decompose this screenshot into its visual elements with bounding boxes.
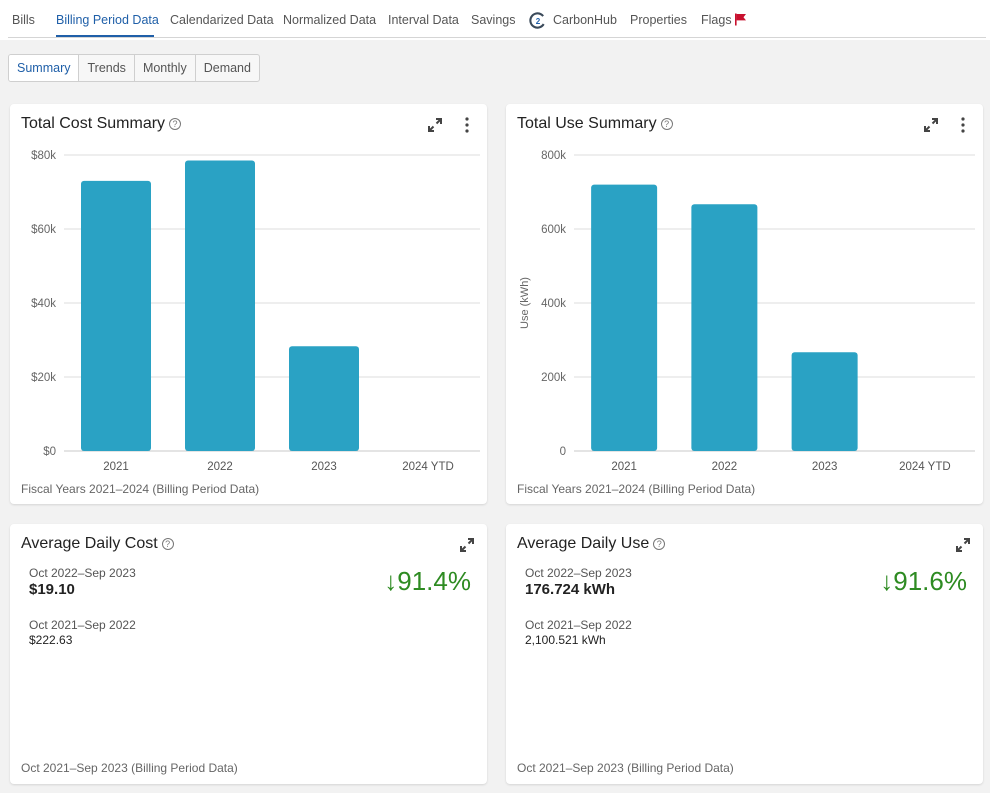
y-tick-label: $40k xyxy=(31,298,56,310)
bar-2022[interactable] xyxy=(691,204,758,451)
tab-normalized-data[interactable]: Normalized Data xyxy=(283,13,377,27)
tab-calendarized-data[interactable]: Calendarized Data xyxy=(170,13,274,27)
down-arrow-icon: ↓ xyxy=(880,566,894,596)
card-footer: Oct 2021–Sep 2023 (Billing Period Data) xyxy=(517,761,734,775)
help-circle-icon[interactable]: ? xyxy=(169,118,182,130)
current-period-stat: Oct 2022–Sep 2023 176.724 kWh xyxy=(525,566,632,598)
total-use-chart: 0 200k 400k 600k 800k 2021 2022 2023 2024 YTD Use… xyxy=(519,150,975,473)
flag-icon[interactable] xyxy=(734,13,747,26)
tab-carbonhub[interactable]: CarbonHub xyxy=(553,13,617,27)
tab-bills[interactable]: Bills xyxy=(12,13,35,27)
more-vertical-icon[interactable] xyxy=(464,117,470,133)
x-tick-label: 2024 YTD xyxy=(402,461,454,473)
bar-2021[interactable] xyxy=(81,180,151,451)
card-footer: Oct 2021–Sep 2023 (Billing Period Data) xyxy=(21,761,238,775)
carbonhub-logo-icon[interactable]: 2 xyxy=(528,11,547,30)
active-tab-indicator xyxy=(56,35,154,37)
x-tick-label: 2023 xyxy=(812,461,838,473)
x-tick-label: 2023 xyxy=(311,461,337,473)
y-tick-label: $80k xyxy=(31,150,56,162)
bar-2021[interactable] xyxy=(591,184,658,451)
change-indicator: ↓91.4% xyxy=(384,566,471,597)
topbar-divider xyxy=(8,37,986,38)
subtab-trends[interactable]: Trends xyxy=(79,55,135,81)
y-tick-label: $60k xyxy=(31,224,56,236)
change-percent: 91.4% xyxy=(397,566,471,596)
card-title: Total Use Summary? xyxy=(517,115,673,133)
bar-2022[interactable] xyxy=(185,160,255,452)
tab-savings[interactable]: Savings xyxy=(471,13,516,27)
svg-text:2: 2 xyxy=(536,17,541,26)
y-tick-label: 0 xyxy=(560,446,566,458)
expand-icon[interactable] xyxy=(922,116,940,134)
x-tick-label: 2022 xyxy=(712,461,738,473)
total-cost-chart: $0 $20k $40k $60k $80k 2021 2022 2023 2024 YTD xyxy=(31,150,480,473)
help-circle-icon[interactable]: ? xyxy=(660,118,673,130)
change-indicator: ↓91.6% xyxy=(880,566,967,597)
help-circle-icon[interactable]: ? xyxy=(161,538,174,550)
current-period-stat: Oct 2022–Sep 2023 $19.10 xyxy=(29,566,136,598)
tab-billing-period-data[interactable]: Billing Period Data xyxy=(56,13,159,27)
x-tick-label: 2024 YTD xyxy=(899,461,951,473)
subtab-summary[interactable]: Summary xyxy=(9,55,80,81)
current-period-value: 176.724 kWh xyxy=(525,581,616,598)
average-daily-cost-card: Average Daily Cost? Oct 2022–Sep 2023 $1… xyxy=(10,524,487,784)
y-tick-label: 400k xyxy=(541,298,566,310)
tab-flags[interactable]: Flags xyxy=(701,13,732,27)
expand-icon[interactable] xyxy=(458,536,476,554)
card-footer: Fiscal Years 2021–2024 (Billing Period D… xyxy=(517,482,756,496)
previous-period-range: Oct 2021–Sep 2022 xyxy=(525,618,632,632)
total-use-summary-card: Total Use Summary? 0 200k 400k 600k 800k 2021… xyxy=(506,104,983,504)
card-title: Average Daily Cost? xyxy=(21,535,174,553)
card-title-text: Total Use Summary xyxy=(517,115,657,132)
x-tick-label: 2021 xyxy=(103,461,129,473)
tab-interval-data[interactable]: Interval Data xyxy=(388,13,459,27)
previous-period-range: Oct 2021–Sep 2022 xyxy=(29,618,136,632)
previous-period-stat: Oct 2021–Sep 2022 2,100.521 kWh xyxy=(525,618,632,647)
y-tick-label: $20k xyxy=(31,372,56,384)
expand-icon[interactable] xyxy=(954,536,972,554)
total-cost-summary-card: Total Cost Summary? $0 $20k $40k $60k $80k 20… xyxy=(10,104,487,504)
previous-period-stat: Oct 2021–Sep 2022 $222.63 xyxy=(29,618,136,647)
y-tick-label: 200k xyxy=(541,372,566,384)
card-title-text: Average Daily Cost xyxy=(21,535,158,552)
card-title-text: Total Cost Summary xyxy=(21,115,166,132)
y-tick-label: $0 xyxy=(43,446,56,458)
current-period-value: $19.10 xyxy=(29,581,75,598)
previous-period-value: $222.63 xyxy=(29,633,73,647)
bar-2023[interactable] xyxy=(289,346,359,451)
view-switcher: Summary Trends Monthly Demand xyxy=(8,54,260,82)
tab-properties[interactable]: Properties xyxy=(630,13,687,27)
x-tick-label: 2021 xyxy=(611,461,637,473)
subtab-monthly[interactable]: Monthly xyxy=(135,55,196,81)
card-title-text: Average Daily Use xyxy=(517,535,650,552)
current-period-range: Oct 2022–Sep 2023 xyxy=(29,566,136,580)
more-vertical-icon[interactable] xyxy=(960,117,966,133)
average-daily-use-card: Average Daily Use? Oct 2022–Sep 2023 176… xyxy=(506,524,983,784)
change-percent: 91.6% xyxy=(893,566,967,596)
y-axis-label: Use (kWh) xyxy=(519,277,531,329)
current-period-range: Oct 2022–Sep 2023 xyxy=(525,566,632,580)
previous-period-value: 2,100.521 kWh xyxy=(525,633,606,647)
card-title: Average Daily Use? xyxy=(517,535,666,553)
down-arrow-icon: ↓ xyxy=(384,566,398,596)
y-tick-label: 600k xyxy=(541,224,566,236)
subtab-demand[interactable]: Demand xyxy=(203,61,251,75)
card-footer: Fiscal Years 2021–2024 (Billing Period D… xyxy=(21,482,260,496)
expand-icon[interactable] xyxy=(426,116,444,134)
help-circle-icon[interactable]: ? xyxy=(653,538,666,550)
card-title: Total Cost Summary? xyxy=(21,115,182,133)
bar-2023[interactable] xyxy=(791,352,858,451)
y-tick-label: 800k xyxy=(541,150,566,162)
top-nav: Bills Billing Period Data Calendarized D… xyxy=(0,0,990,40)
x-tick-label: 2022 xyxy=(207,461,233,473)
